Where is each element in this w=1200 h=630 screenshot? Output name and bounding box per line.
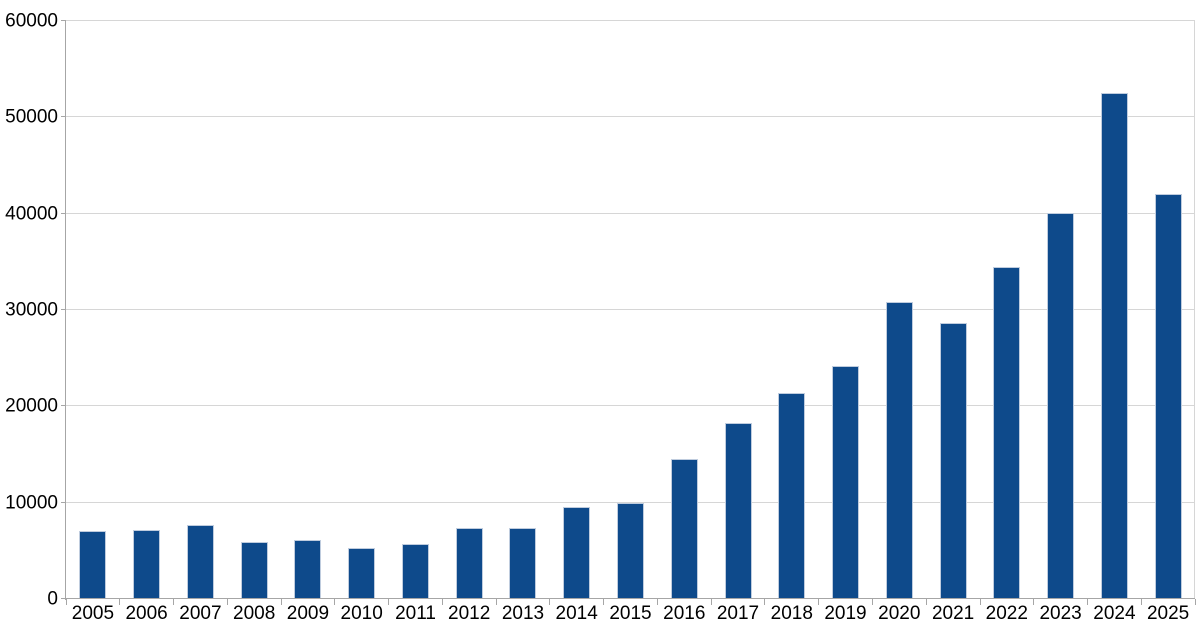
x-axis-label-2009: 2009 (286, 603, 330, 624)
x-tick-7 (441, 599, 443, 605)
bar-2016 (671, 459, 698, 599)
bar-2009 (294, 540, 321, 599)
gridline-60000 (66, 20, 1195, 21)
x-tick-1 (119, 599, 121, 605)
x-tick-2 (173, 599, 174, 605)
x-axis-label-2018: 2018 (770, 603, 813, 624)
x-tick-18 (1033, 599, 1035, 605)
bar-2020 (886, 302, 913, 599)
x-axis-label-2023: 2023 (1039, 603, 1082, 624)
x-tick-14 (818, 599, 820, 605)
bar-2006 (133, 529, 160, 599)
x-axis-label-2015: 2015 (609, 603, 652, 624)
x-tick-8 (495, 599, 497, 605)
bar-2025 (1155, 194, 1182, 599)
bar-2008 (241, 542, 268, 599)
x-axis-label-2025: 2025 (1146, 603, 1190, 624)
bar-2018 (778, 392, 805, 599)
bar-2022 (993, 266, 1020, 599)
bar-2014 (563, 506, 590, 599)
x-axis-label-2007: 2007 (179, 603, 222, 624)
bar-2024 (1101, 93, 1128, 600)
x-axis-label-2014: 2014 (555, 603, 598, 624)
gridline-50000 (66, 116, 1195, 118)
x-axis-label-2008: 2008 (233, 603, 276, 624)
bar-2005 (79, 530, 106, 599)
x-tick-20 (1140, 599, 1142, 605)
x-tick-9 (549, 599, 551, 605)
bar-2007 (187, 524, 214, 599)
y-tick-20000 (61, 405, 66, 407)
x-tick-4 (280, 599, 282, 605)
bar-2010 (348, 547, 375, 599)
bar-2017 (725, 422, 752, 599)
y-axis-label-20000: 20000 (5, 395, 58, 417)
x-tick-10 (603, 599, 605, 605)
bar-2013 (509, 527, 536, 599)
y-tick-60000 (61, 20, 66, 21)
bar-2019 (832, 365, 859, 599)
x-tick-5 (334, 599, 336, 605)
x-tick-17 (979, 599, 981, 605)
x-axis-label-2024: 2024 (1093, 603, 1136, 624)
y-axis-label-0: 0 (47, 588, 58, 610)
y-axis-label-10000: 10000 (5, 492, 58, 514)
x-axis-label-2020: 2020 (878, 603, 921, 624)
y-axis-label-40000: 40000 (5, 203, 58, 225)
bar-2011 (402, 544, 429, 599)
y-axis-line (65, 21, 66, 600)
x-axis-label-2022: 2022 (985, 603, 1028, 624)
y-tick-50000 (61, 116, 66, 118)
y-tick-0 (61, 598, 66, 599)
x-axis-label-2017: 2017 (716, 603, 760, 624)
x-tick-6 (388, 599, 390, 605)
y-tick-30000 (61, 309, 66, 310)
bar-2021 (940, 322, 967, 599)
x-axis-label-2010: 2010 (340, 603, 383, 624)
gridline-40000 (66, 212, 1195, 214)
x-tick-19 (1087, 599, 1088, 605)
plot-right-border (1194, 21, 1195, 599)
x-axis-label-2016: 2016 (663, 603, 706, 624)
x-tick-0 (65, 599, 67, 605)
x-axis-label-2006: 2006 (125, 603, 168, 624)
y-axis-label-50000: 50000 (5, 106, 58, 128)
x-tick-13 (764, 599, 766, 605)
x-axis-label-2005: 2005 (71, 603, 115, 624)
x-axis-label-2011: 2011 (395, 603, 436, 624)
x-tick-15 (871, 599, 873, 605)
bar-2023 (1047, 212, 1074, 599)
bar-2012 (456, 527, 483, 599)
y-tick-40000 (61, 212, 66, 214)
x-axis-label-2021: 2021 (931, 603, 975, 624)
gridline-20000 (66, 405, 1195, 407)
x-axis-label-2019: 2019 (824, 603, 867, 624)
y-tick-10000 (61, 501, 66, 503)
x-tick-12 (710, 599, 712, 605)
gridline-30000 (66, 309, 1195, 310)
y-axis-label-60000: 60000 (5, 10, 58, 32)
x-tick-21 (1194, 599, 1196, 605)
y-axis-label-30000: 30000 (5, 299, 58, 321)
x-axis-label-2012: 2012 (448, 603, 491, 624)
x-tick-3 (226, 599, 228, 605)
x-tick-16 (925, 599, 927, 605)
x-tick-11 (656, 599, 658, 605)
x-axis-label-2013: 2013 (501, 603, 545, 624)
bar-2015 (617, 502, 644, 599)
